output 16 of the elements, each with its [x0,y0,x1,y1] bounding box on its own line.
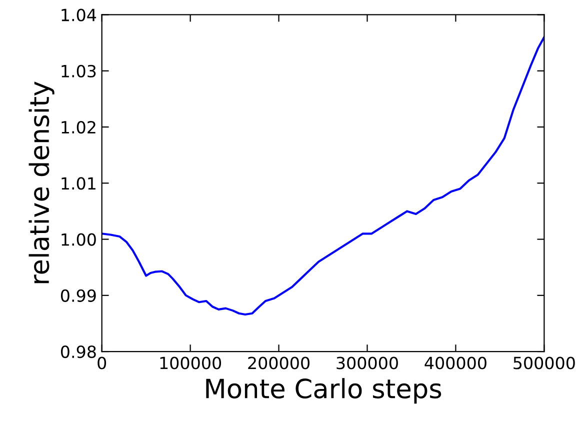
y-tick-label: 0.99 [60,289,96,302]
x-tick-label: 200000 [248,356,310,370]
x-tick-label: 100000 [160,356,222,370]
x-tick-label: 500000 [514,356,575,370]
x-tick-label: 400000 [424,356,486,370]
y-tick-label: 1.04 [62,8,96,22]
line-series [102,36,544,316]
y-tick-label: 1.02 [62,120,96,134]
y-tick-label: 1.00 [62,233,96,246]
y-tick-label: 1.01 [62,177,96,190]
x-tick-label: 300000 [336,356,398,370]
x-tick-label: 0 [98,356,106,370]
y-tick-label: 0.98 [60,345,96,358]
x-axis-title: Monte Carlo steps [206,378,442,404]
y-tick-label: 1.03 [62,64,96,78]
y-axis-title: relative density [28,82,54,284]
